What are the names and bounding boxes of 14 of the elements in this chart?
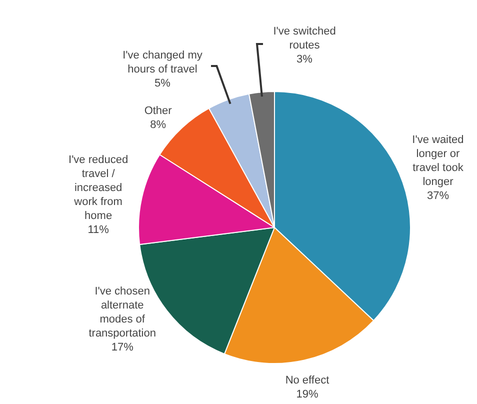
data-label: 19% <box>296 388 318 401</box>
data-label: 11% <box>88 224 110 236</box>
slice-label: I've waited longer or travel took longer <box>412 134 464 188</box>
slice-label: No effect <box>285 374 330 387</box>
slice-label: I've reduced travel / increased work from home <box>68 154 128 222</box>
data-label: 3% <box>296 54 313 66</box>
slice-label: Other <box>144 105 172 118</box>
data-label: 17% <box>111 341 134 354</box>
slice-label: I've switched routes <box>273 26 336 52</box>
slice-label: I've changed my hours of travel <box>122 50 203 76</box>
slice-label: I've chosen alternate modes of transportation <box>88 285 156 340</box>
data-label: 37% <box>426 190 450 202</box>
data-label: 8% <box>150 119 166 132</box>
data-label: 5% <box>154 78 171 90</box>
